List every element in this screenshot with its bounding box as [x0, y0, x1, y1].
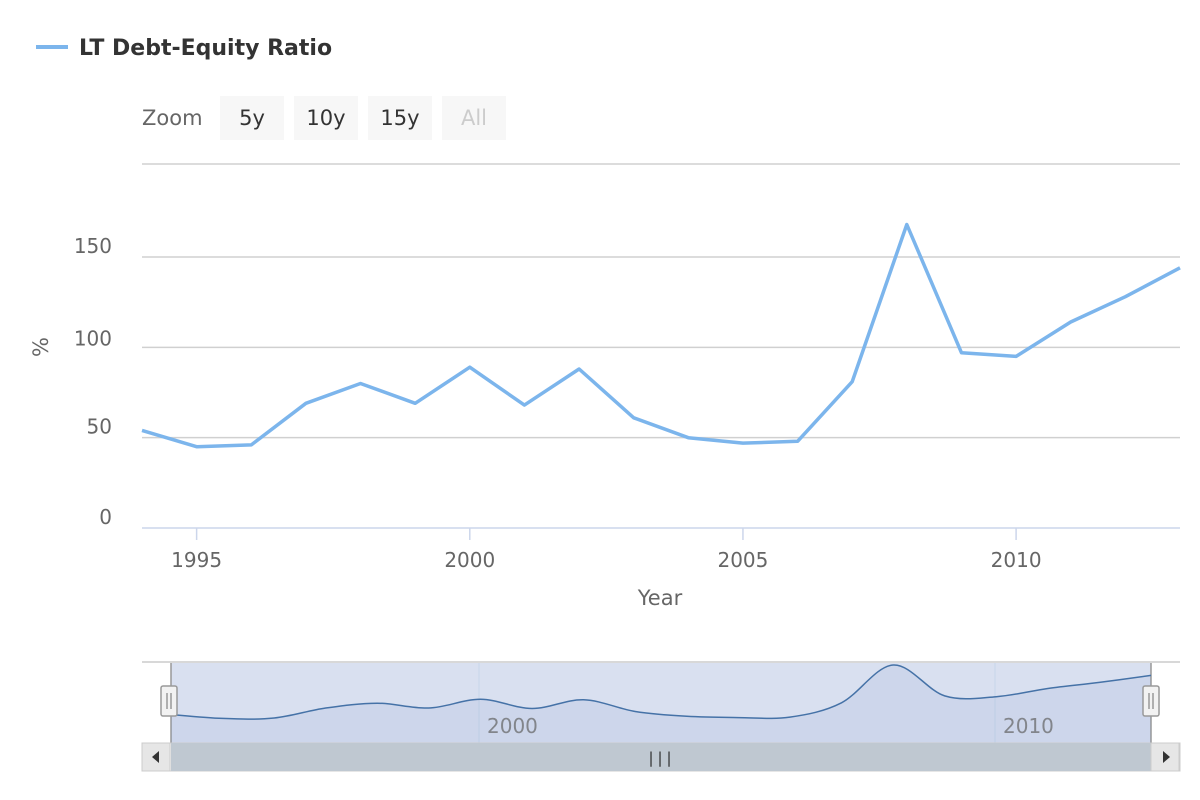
series-line-lt-debt-equity-ratio: [141, 222, 1181, 449]
zoom-button-15y[interactable]: 15y: [368, 96, 432, 140]
navigator-series-area: [171, 664, 1151, 743]
zoom-button-5y-bg[interactable]: [220, 96, 284, 140]
zoom-button-15y-label[interactable]: 15y: [380, 106, 419, 130]
navigator-left-handle[interactable]: [160, 685, 178, 717]
navigator-mask[interactable]: [171, 663, 1151, 743]
zoom-button-5y[interactable]: 5y: [220, 96, 284, 140]
scrollbar-right-button[interactable]: [1150, 742, 1180, 772]
y-axis-ticks: 0 50 100 150: [74, 234, 112, 529]
navigator[interactable]: 2000 2010: [142, 661, 1180, 743]
zoom-label: Zoom: [142, 106, 203, 130]
zoom-button-15y-bg[interactable]: [368, 96, 432, 140]
zoom-button-10y[interactable]: 10y: [294, 96, 358, 140]
navigator-series-line: [170, 664, 1152, 720]
zoom-button-all-bg[interactable]: [442, 96, 506, 140]
y-tick-label-50: 50: [87, 415, 112, 439]
y-tick-label-0: 0: [99, 505, 112, 529]
navigator-left-handle-grip[interactable]: [160, 685, 178, 717]
x-axis-title: Year: [637, 586, 683, 610]
scrollbar-thumb[interactable]: [171, 743, 1151, 771]
scrollbar-left-button[interactable]: [141, 742, 171, 772]
x-tick-label-2000: 2000: [444, 548, 495, 572]
scrollbar-thumb-grip: |||: [646, 749, 673, 767]
zoom-button-10y-label[interactable]: 10y: [306, 106, 345, 130]
legend[interactable]: LT Debt-Equity Ratio: [36, 36, 332, 61]
scrollbar-left-arrow-icon: [152, 751, 159, 763]
grid-lines: [142, 256, 1180, 439]
zoom-button-all-label[interactable]: All: [461, 106, 487, 130]
y-axis-title: %: [29, 337, 53, 357]
x-axis-ticks: 1995 2000 2005 2010: [171, 528, 1042, 572]
zoom-button-10y-bg[interactable]: [294, 96, 358, 140]
scrollbar[interactable]: |||: [141, 742, 1181, 772]
y-tick-label-150: 150: [74, 234, 112, 258]
navigator-right-handle-grip[interactable]: [1142, 685, 1160, 717]
navigator-label-2010: 2010: [1003, 714, 1054, 738]
plot-area: 0 50 100 150 1995 2000 2005 2010 Year %: [29, 163, 1181, 610]
navigator-right-handle[interactable]: [1142, 685, 1160, 717]
y-tick-label-100: 100: [74, 326, 112, 350]
x-tick-label-2010: 2010: [991, 548, 1042, 572]
zoom-button-5y-label[interactable]: 5y: [239, 106, 265, 130]
legend-label: LT Debt-Equity Ratio: [79, 36, 332, 61]
navigator-label-2000: 2000: [487, 714, 538, 738]
scrollbar-right-arrow-icon: [1163, 751, 1170, 763]
zoom-controls: Zoom 5y 10y 15y All: [142, 96, 506, 140]
x-tick-label-1995: 1995: [171, 548, 222, 572]
zoom-button-all[interactable]: All: [442, 96, 506, 140]
x-tick-label-2005: 2005: [717, 548, 768, 572]
